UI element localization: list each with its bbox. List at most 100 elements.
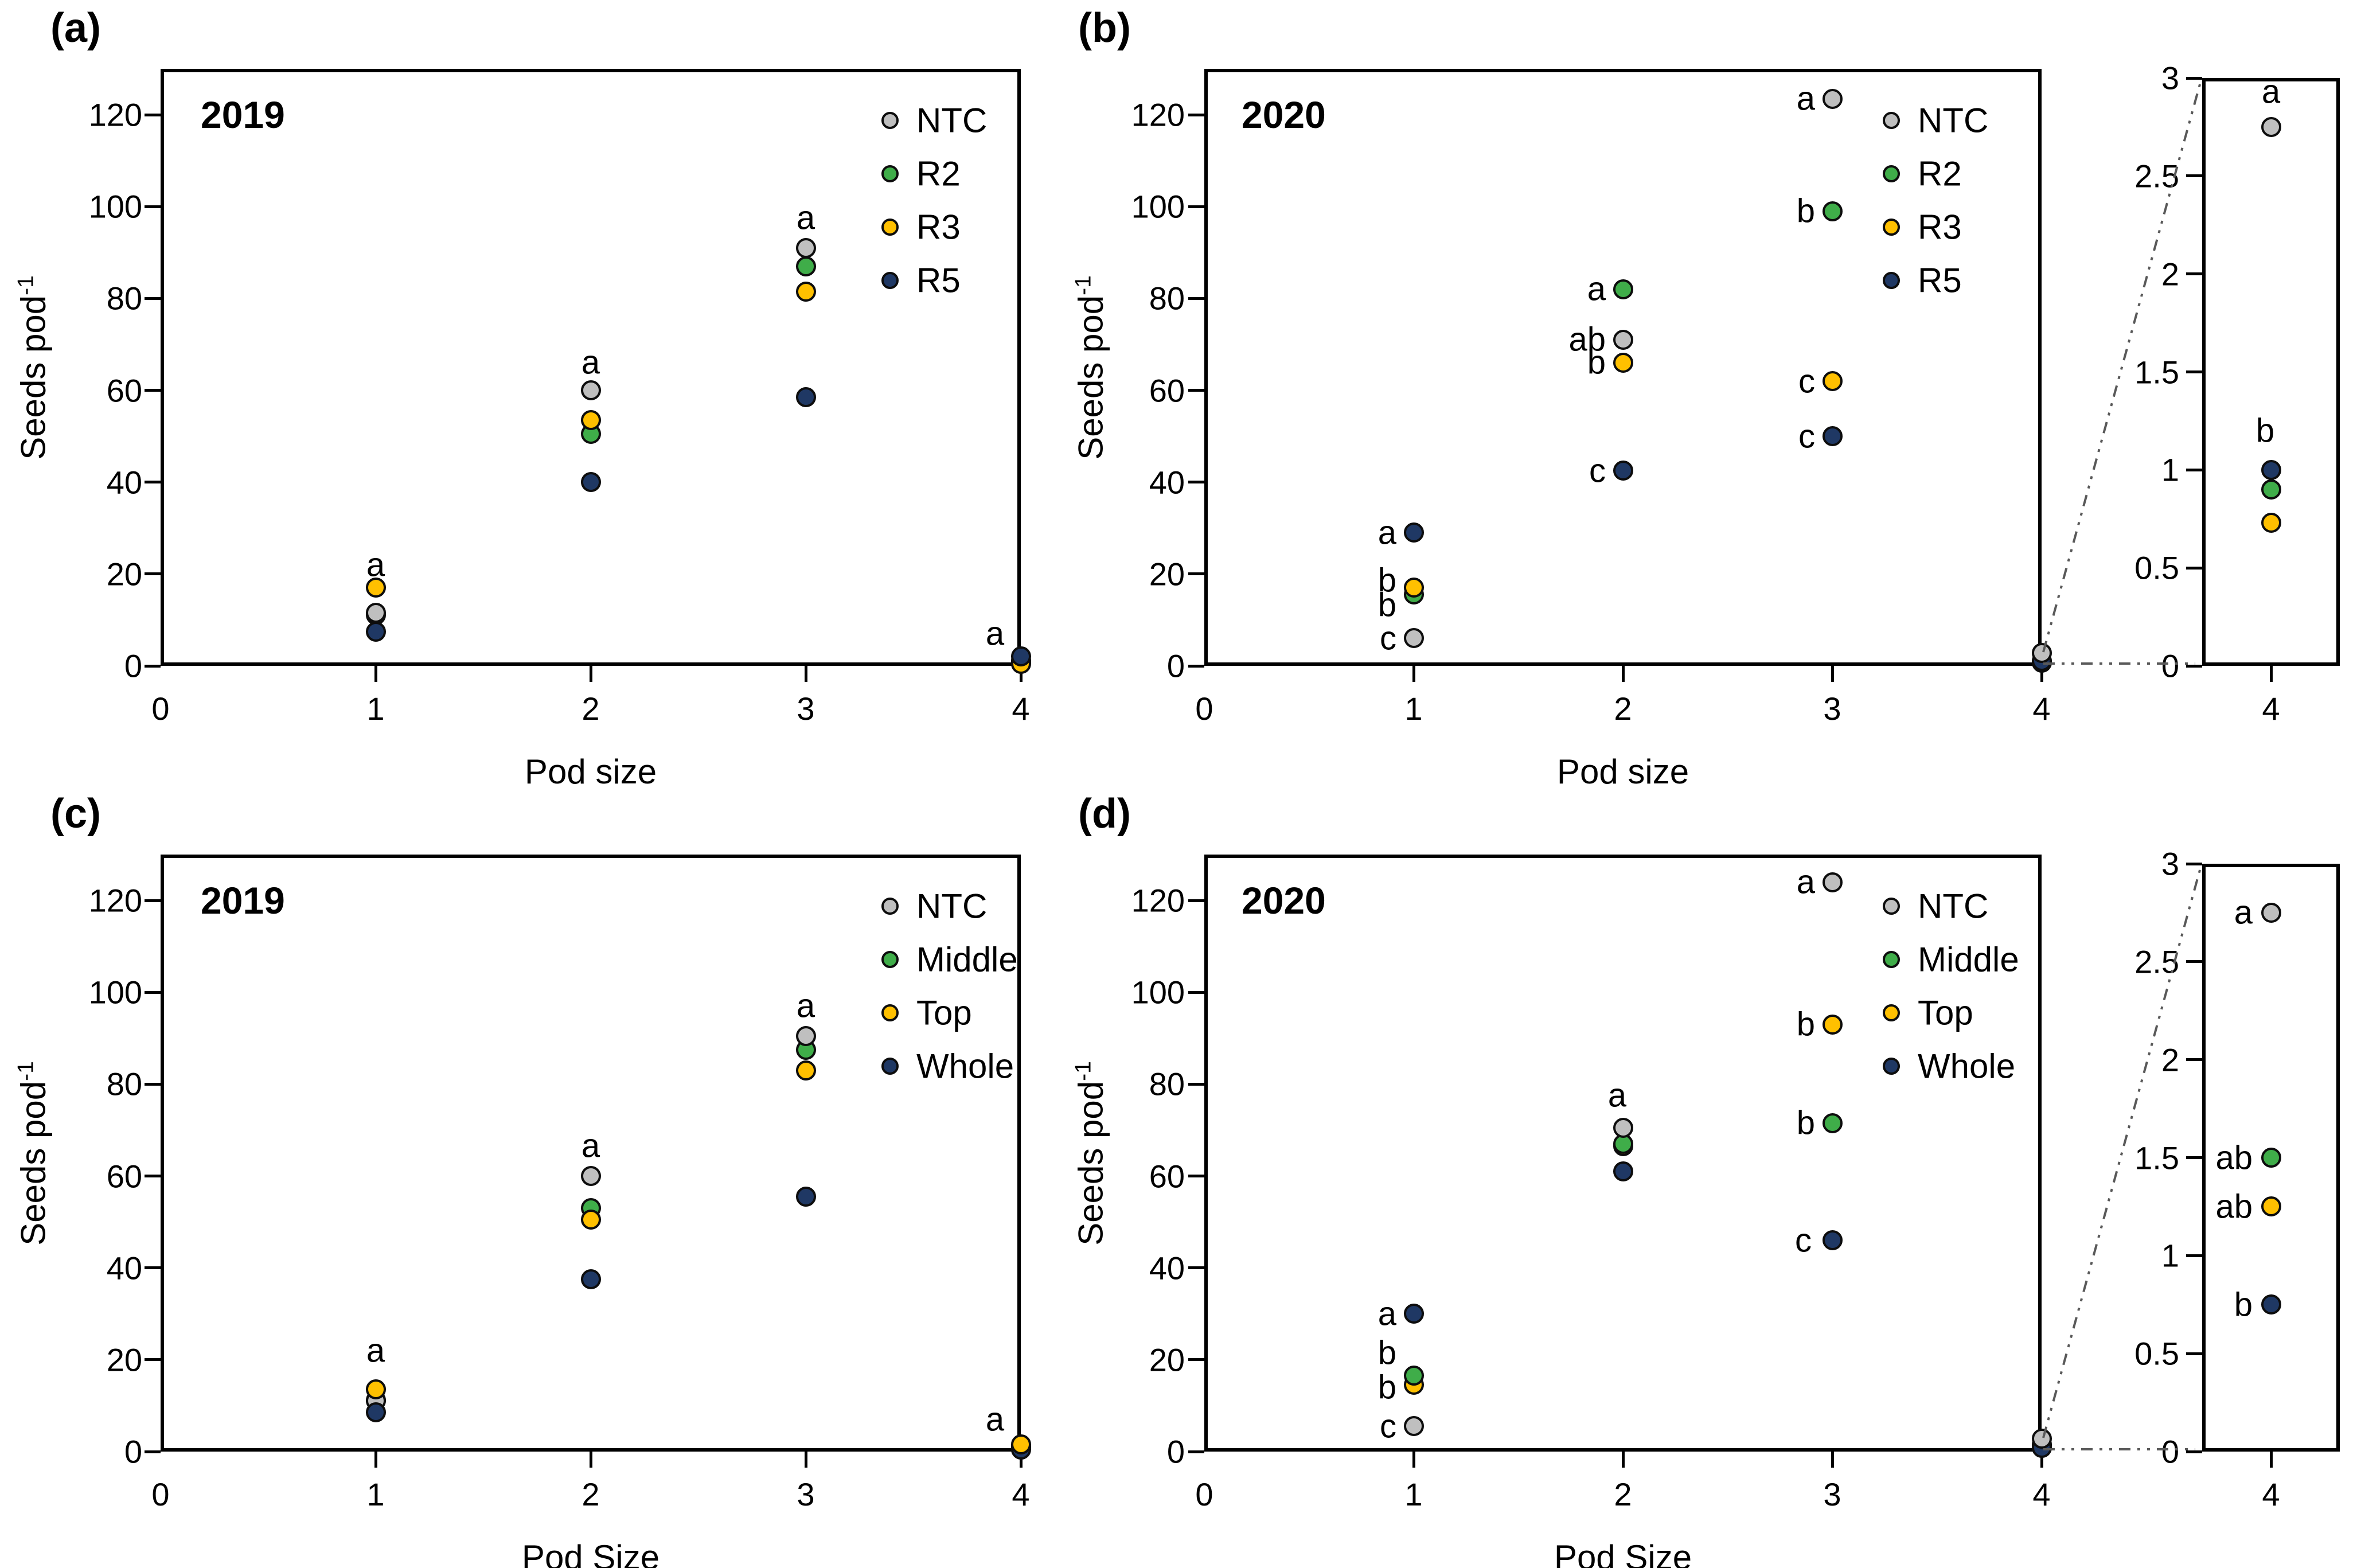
inset-y-tick [2186,566,2202,570]
legend-label-NTC: NTC [916,887,988,926]
x-tick-label: 3 [1823,1476,1841,1512]
x-tick [374,666,377,682]
inset-y-tick [2186,862,2202,865]
y-tick [1188,1175,1204,1178]
data-point-R3-x1 [365,578,386,598]
sig-letter: a [1377,514,1396,552]
panel-letter-d: (d) [1078,791,1131,837]
y-tick-label: 60 [106,1158,142,1195]
y-tick [145,1450,161,1453]
sig-letter: b [1377,1334,1396,1372]
legend-label-Middle: Middle [916,940,1018,979]
sig-letter: a [1607,1076,1627,1114]
x-tick [1621,666,1625,682]
sig-letter: c [1380,1407,1396,1445]
y-tick [1188,664,1204,668]
x-axis-label-b: Pod size [1556,752,1689,791]
legend-marker-NTC [1883,898,1900,915]
x-tick-label: 2 [582,1476,600,1512]
legend-label-R2: R2 [916,154,961,193]
data-point-R2-x3 [1822,201,1843,221]
y-tick [1188,572,1204,576]
data-point-R5-x2 [580,472,601,493]
sig-letter: a [1796,80,1815,118]
y-tick [145,1175,161,1178]
x-tick-label: 0 [1195,691,1213,727]
inset-data-point-R3 [2261,513,2281,533]
legend-label-Middle: Middle [1918,940,2019,979]
x-axis-label-d: Pod Size [1554,1538,1692,1568]
y-tick-label: 20 [106,556,142,592]
y-tick [145,1266,161,1270]
data-point-R5-x4 [1010,646,1031,667]
sig-letter: a [1587,270,1606,308]
sig-letter: b [1377,561,1396,599]
data-point-NTC-x1 [1403,628,1424,649]
inset-y-tick-label: 3 [2161,60,2179,96]
y-tick-label: 0 [1166,648,1185,684]
y-tick [1188,389,1204,392]
inset-y-tick-label: 0 [2161,1433,2179,1470]
data-point-R3-x3 [795,281,816,302]
inset-y-tick-label: 1.5 [2134,354,2179,390]
inset-data-point-NTC [2261,116,2281,137]
x-tick-label: 0 [151,691,170,727]
x-tick-label: 1 [1404,1476,1423,1512]
inset-y-tick [2186,1156,2202,1159]
inset-y-tick [2186,1352,2202,1355]
data-point-NTC-x3 [795,1025,816,1046]
x-tick-label: 3 [797,691,815,727]
data-point-R3-x1 [1403,578,1424,598]
x-tick [804,666,807,682]
y-axis-label-text: Seeds pod [14,295,53,460]
sig-letter: b [1796,1005,1815,1043]
x-tick-label: 4 [1012,691,1030,727]
x-tick [589,666,592,682]
x-tick [1831,1452,1834,1468]
legend-label-NTC: NTC [916,101,988,140]
data-point-Top-x3 [795,1060,816,1081]
y-tick [145,990,161,994]
legend-marker-NTC [881,112,899,129]
inset-sig-letter: ab [2215,1139,2253,1176]
y-axis-label-b: Seeds pod-1 [1071,275,1111,460]
y-tick-label: 100 [88,188,142,225]
inset-y-tick [2186,370,2202,373]
data-point-NTC-x4 [2031,1429,2052,1449]
y-tick [145,572,161,576]
inset-x-tick-label: 4 [2262,691,2280,727]
inset-sig-letter: b [2255,412,2275,450]
y-axis-label-text: Seeds pod [14,1081,53,1246]
panel-letter-b: (b) [1078,5,1131,51]
y-tick [1188,1450,1204,1453]
inset-y-tick-label: 0 [2161,648,2179,684]
inset-y-tick-label: 2.5 [2134,943,2179,980]
data-point-R2-x2 [1613,279,1633,299]
sig-letter: a [581,344,600,381]
y-tick [1188,899,1204,902]
inset-data-point-R2 [2261,479,2281,500]
year-label-c: 2019 [201,879,285,922]
y-tick-label: 40 [1149,1250,1185,1286]
x-tick-label: 1 [1404,691,1423,727]
sig-letter: b [1796,1104,1815,1142]
data-point-Whole-x1 [1403,1304,1424,1324]
x-tick-label: 0 [1195,1476,1213,1512]
inset-y-tick [2186,1058,2202,1062]
x-tick [2040,666,2043,682]
x-tick [1412,1452,1415,1468]
data-point-NTC-x2 [580,380,601,401]
y-tick [145,664,161,668]
data-point-Top-x3 [1822,1014,1843,1035]
y-tick-label: 40 [1149,464,1185,501]
legend-marker-R5 [1883,272,1900,289]
y-tick-label: 80 [106,1066,142,1102]
inset-y-tick-label: 3 [2161,845,2179,882]
x-tick [804,1452,807,1468]
sig-letter: b [1377,1368,1396,1406]
data-point-NTC-x3 [795,237,816,258]
y-tick [145,1082,161,1086]
x-tick-label: 2 [582,691,600,727]
y-axis-label-text: Seeds pod [1071,295,1110,460]
sig-letter: ab [1568,321,1606,358]
